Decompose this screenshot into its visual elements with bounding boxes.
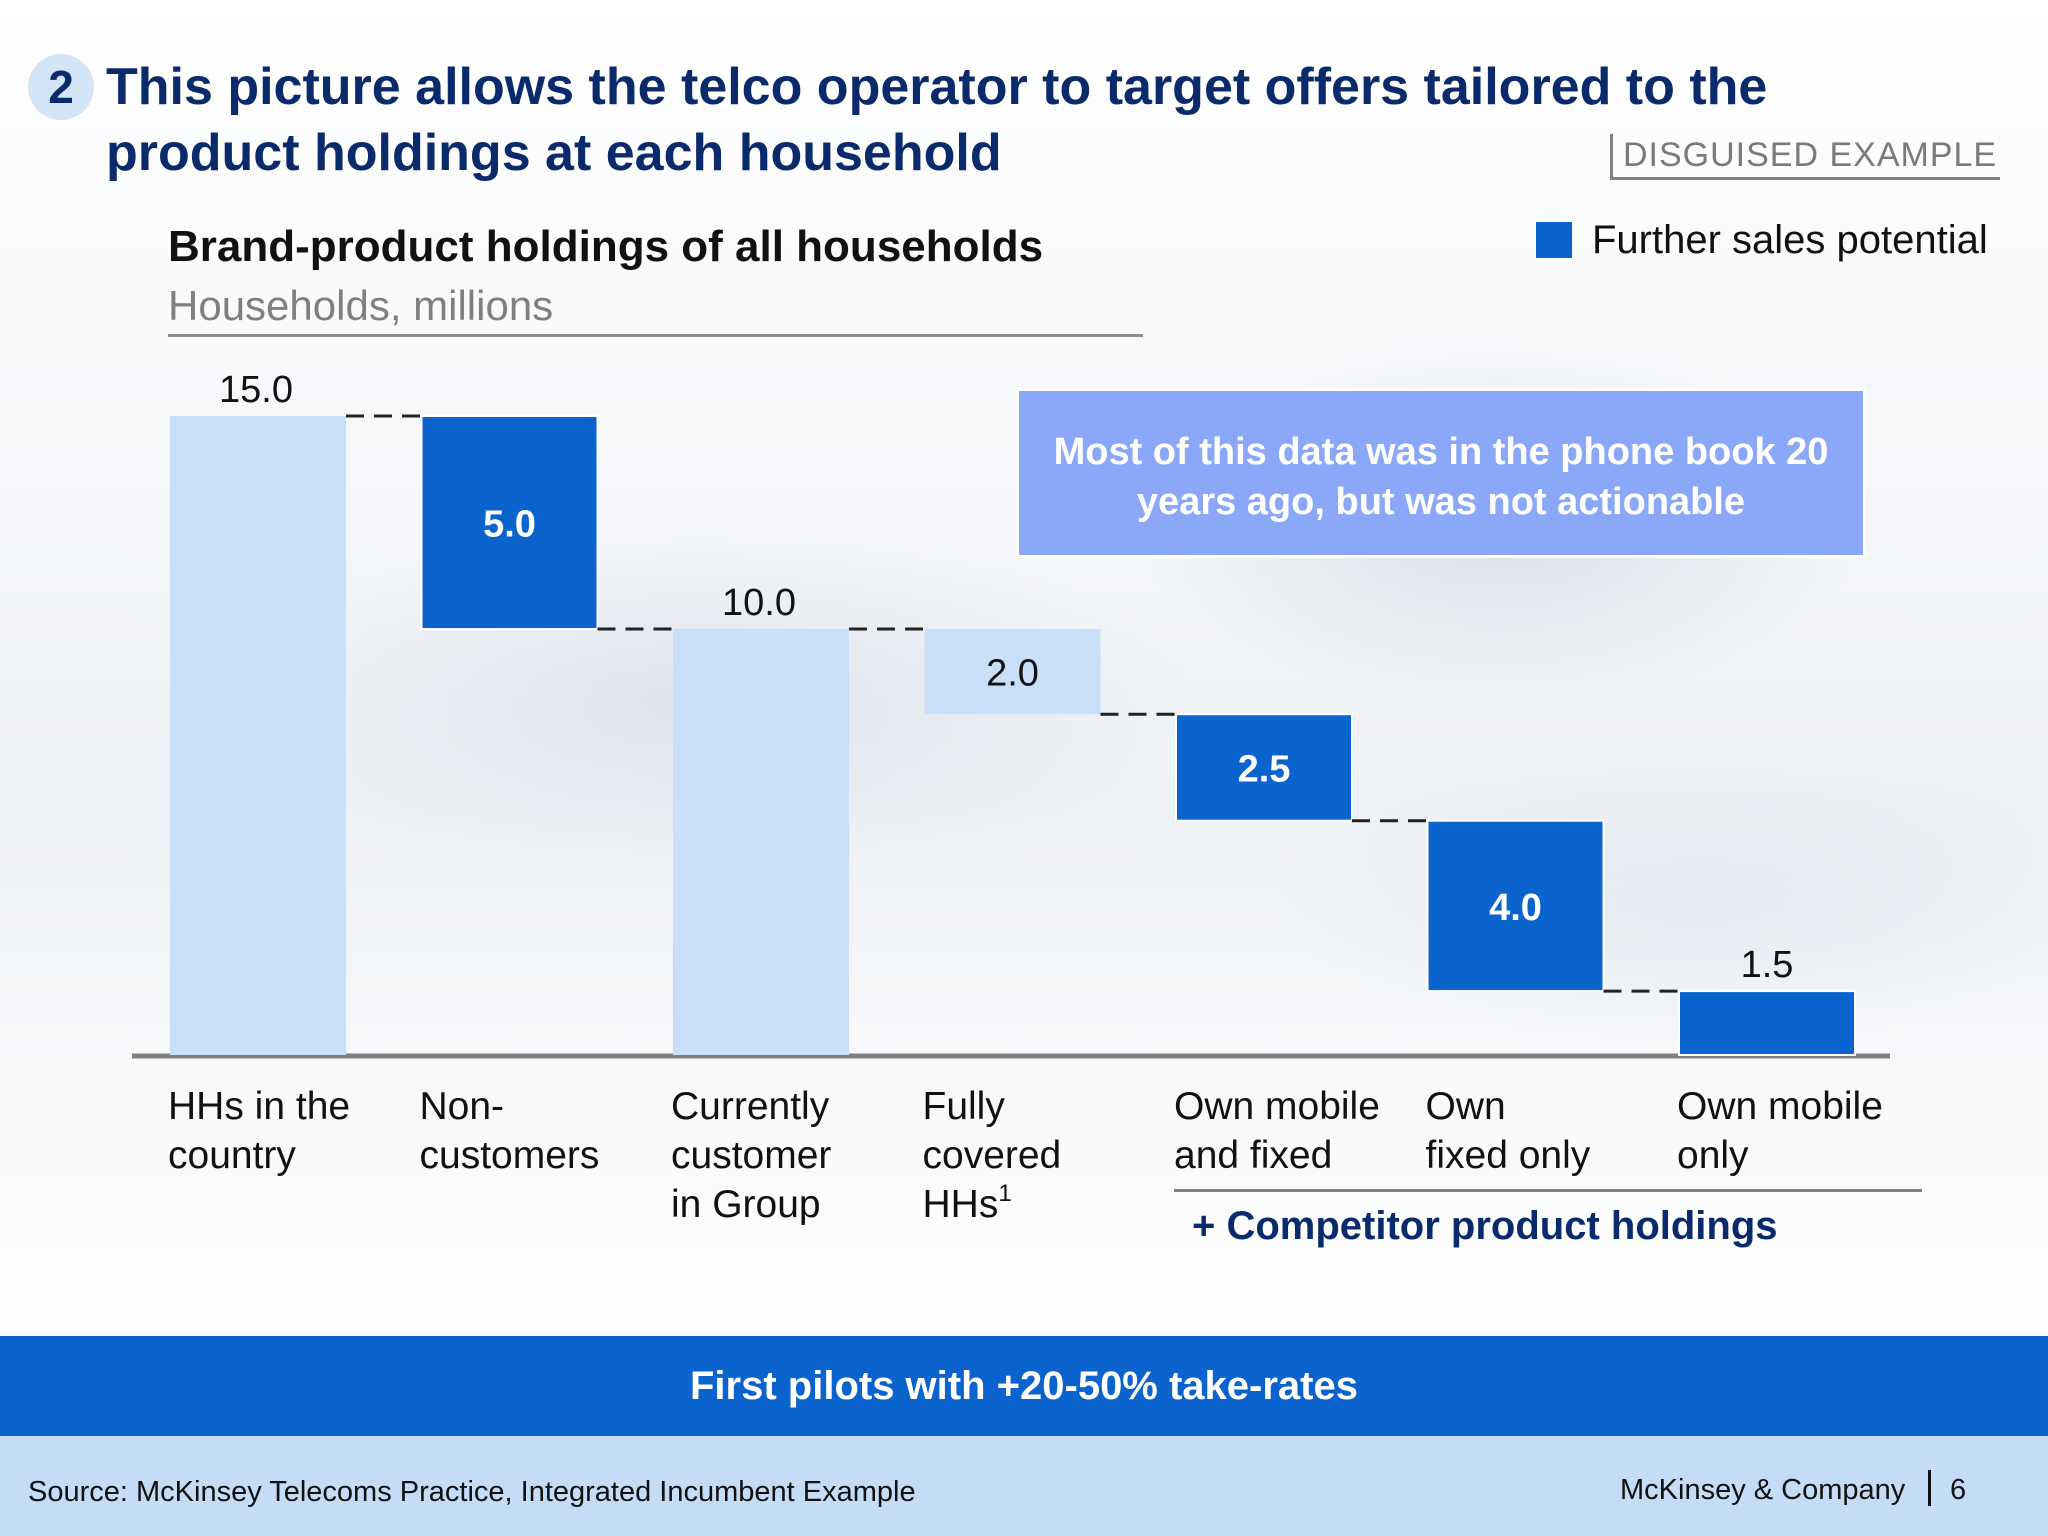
value-label-3: 10.0 <box>722 582 796 624</box>
value-label-5: 2.5 <box>1238 748 1291 790</box>
waterfall-bar-7 <box>1678 990 1856 1056</box>
legend-label: Further sales potential <box>1592 218 1988 262</box>
chart-unit-label: Households, millions <box>168 282 554 329</box>
waterfall-chart: 15.0 5.0 10.0 2.0 2.5 4.0 1.5 <box>132 369 1890 1059</box>
footnote-marker: 1 <box>998 1180 1012 1207</box>
disguised-example-tag: DISGUISED EXAMPLE <box>1610 134 2000 180</box>
brand-name: McKinsey & Company <box>1620 1474 1906 1506</box>
chart-title: Brand-product holdings of all households <box>168 222 1044 271</box>
title-divider <box>168 334 1143 337</box>
waterfall-bar-6 <box>1426 819 1605 993</box>
value-label-4: 2.0 <box>986 653 1039 695</box>
value-label-7: 1.5 <box>1741 944 1794 986</box>
legend-swatch <box>1536 222 1572 258</box>
page-number: 6 <box>1950 1474 1967 1506</box>
competitor-bracket-line <box>1174 1189 1922 1192</box>
page-title: This picture allows the telco operator t… <box>106 58 1768 182</box>
footer-separator <box>1928 1470 1931 1506</box>
category-label-1: HHs in the country <box>168 1085 351 1177</box>
waterfall-bar-3 <box>673 629 849 1055</box>
category-label-6: Own fixed only <box>1425 1085 1591 1177</box>
source-note: Source: McKinsey Telecoms Practice, Inte… <box>28 1476 916 1508</box>
waterfall-bar-2 <box>420 415 599 630</box>
value-label-2: 5.0 <box>483 504 536 546</box>
waterfall-bar-1 <box>170 416 346 1055</box>
category-label-3: Currently customer in Group <box>671 1085 832 1226</box>
result-banner: First pilots with +20-50% take-rates <box>0 1336 2048 1436</box>
value-label-1: 15.0 <box>219 369 293 411</box>
category-label-2: Non- customers <box>419 1085 600 1177</box>
category-label-5: Own mobile and fixed <box>1174 1085 1380 1177</box>
footer-bar <box>0 1436 2048 1536</box>
value-label-6: 4.0 <box>1489 887 1542 929</box>
waterfall-bar-4 <box>924 629 1101 715</box>
category-label-4: Fully covered HHs1 <box>922 1085 1062 1226</box>
waterfall-bar-5 <box>1175 713 1353 822</box>
callout-box: Most of this data was in the phone book … <box>1016 388 1866 558</box>
step-number-badge: 2 <box>28 54 94 120</box>
competitor-bracket-label: + Competitor product holdings <box>1192 1204 1778 1248</box>
category-label-7: Own mobile only <box>1677 1085 1883 1177</box>
